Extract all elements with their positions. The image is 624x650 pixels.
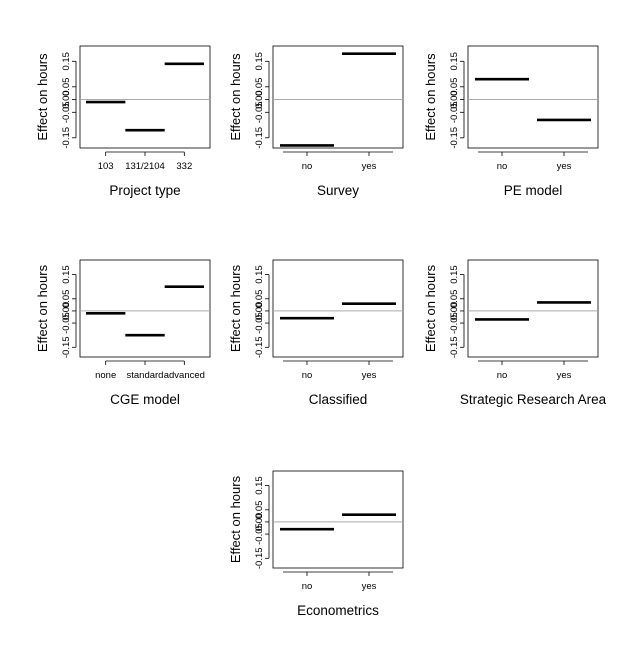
- plot-frame: [272, 470, 404, 569]
- y-tick-label: 0.00: [449, 302, 460, 321]
- x-tick-label: no: [302, 581, 313, 592]
- x-tick-label: no: [497, 370, 508, 381]
- effect-plot-panel: -0.15 -0.050.000.05 0.15 Effect on hours no y…: [228, 470, 404, 618]
- x-tick-label: no: [302, 161, 313, 172]
- y-tick-label: 0.05: [449, 290, 460, 309]
- y-tick-label: -0.05: [449, 101, 460, 123]
- y-tick-label: -0.05: [254, 523, 265, 545]
- x-axis-label: Econometrics: [297, 603, 379, 618]
- plot-frame: [272, 45, 404, 149]
- plot-frame: [467, 45, 599, 149]
- effect-plot-panel: -0.15 -0.050.000.05 0.15 Effect on hours no y…: [228, 259, 404, 407]
- x-axis-label: Classified: [309, 392, 368, 407]
- plot-frame: [79, 45, 211, 149]
- effect-plot-panel: -0.15 -0.050.000.05 0.15 Effect on hours non…: [35, 259, 211, 407]
- x-tick-label: none: [95, 370, 116, 381]
- y-tick-label: -0.15: [449, 336, 460, 358]
- effect-plot-panel: -0.15 -0.050.000.05 0.15 Effect on hours no y…: [228, 45, 404, 198]
- y-tick-label: 0.00: [61, 302, 72, 321]
- y-axis-label: Effect on hours: [228, 264, 243, 352]
- y-tick-label: 0.00: [254, 302, 265, 321]
- plot-frame: [79, 259, 211, 358]
- y-tick-label: 0.15: [254, 476, 265, 495]
- y-tick-label: 0.00: [254, 90, 265, 109]
- y-tick-label: 0.05: [61, 78, 72, 97]
- x-axis-label: Project type: [109, 183, 180, 198]
- x-axis-label: PE model: [504, 183, 563, 198]
- effect-plot-panel: -0.15 -0.050.000.05 0.15 Effect on hours no y…: [423, 259, 607, 407]
- x-tick-label: yes: [362, 370, 377, 381]
- effect-plot-panel: -0.15 -0.050.000.05 0.15 Effect on hours 103…: [35, 45, 211, 198]
- x-tick-label: advanced: [164, 370, 205, 381]
- y-tick-label: -0.15: [254, 547, 265, 569]
- y-tick-label: -0.15: [61, 336, 72, 358]
- y-tick-label: -0.05: [254, 101, 265, 123]
- x-tick-label: yes: [557, 161, 572, 172]
- y-axis-label: Effect on hours: [35, 264, 50, 352]
- y-axis-label: Effect on hours: [423, 53, 438, 141]
- y-axis-label: Effect on hours: [228, 53, 243, 141]
- y-tick-label: 0.15: [61, 52, 72, 71]
- y-tick-label: 0.15: [254, 265, 265, 284]
- y-tick-label: 0.05: [61, 290, 72, 309]
- y-tick-label: 0.05: [254, 501, 265, 520]
- y-tick-label: -0.15: [254, 127, 265, 149]
- x-axis-label: Survey: [317, 183, 359, 198]
- y-tick-label: -0.05: [449, 312, 460, 334]
- y-tick-label: 0.00: [254, 513, 265, 532]
- plot-frame: [272, 259, 404, 358]
- y-tick-label: 0.05: [449, 78, 460, 97]
- y-tick-label: -0.15: [61, 127, 72, 149]
- x-tick-label: yes: [362, 161, 377, 172]
- x-tick-label: no: [302, 370, 313, 381]
- y-tick-label: 0.15: [449, 265, 460, 284]
- x-tick-label: yes: [557, 370, 572, 381]
- y-tick-label: 0.15: [449, 52, 460, 71]
- effect-plot-panel: -0.15 -0.050.000.05 0.15 Effect on hours no y…: [423, 45, 599, 198]
- x-tick-label: 332: [176, 161, 192, 172]
- y-tick-label: 0.15: [61, 265, 72, 284]
- y-tick-label: -0.05: [61, 101, 72, 123]
- y-axis-label: Effect on hours: [423, 264, 438, 352]
- y-tick-label: 0.00: [61, 90, 72, 109]
- y-axis-label: Effect on hours: [35, 53, 50, 141]
- y-axis-label: Effect on hours: [228, 475, 243, 563]
- y-tick-label: 0.05: [254, 78, 265, 97]
- x-tick-label: yes: [362, 581, 377, 592]
- x-axis-label: Strategic Research Area: [460, 392, 607, 407]
- x-tick-label: 103: [98, 161, 114, 172]
- y-tick-label: -0.05: [61, 312, 72, 334]
- y-tick-label: 0.00: [449, 90, 460, 109]
- x-axis-label: CGE model: [110, 392, 180, 407]
- x-tick-label: 131/2104: [125, 161, 165, 172]
- y-tick-label: 0.05: [254, 290, 265, 309]
- plot-frame: [467, 259, 599, 358]
- y-tick-label: -0.05: [254, 312, 265, 334]
- x-tick-label: no: [497, 161, 508, 172]
- y-tick-label: -0.15: [449, 127, 460, 149]
- y-tick-label: 0.15: [254, 52, 265, 71]
- y-tick-label: -0.15: [254, 336, 265, 358]
- x-tick-label: standard: [127, 370, 164, 381]
